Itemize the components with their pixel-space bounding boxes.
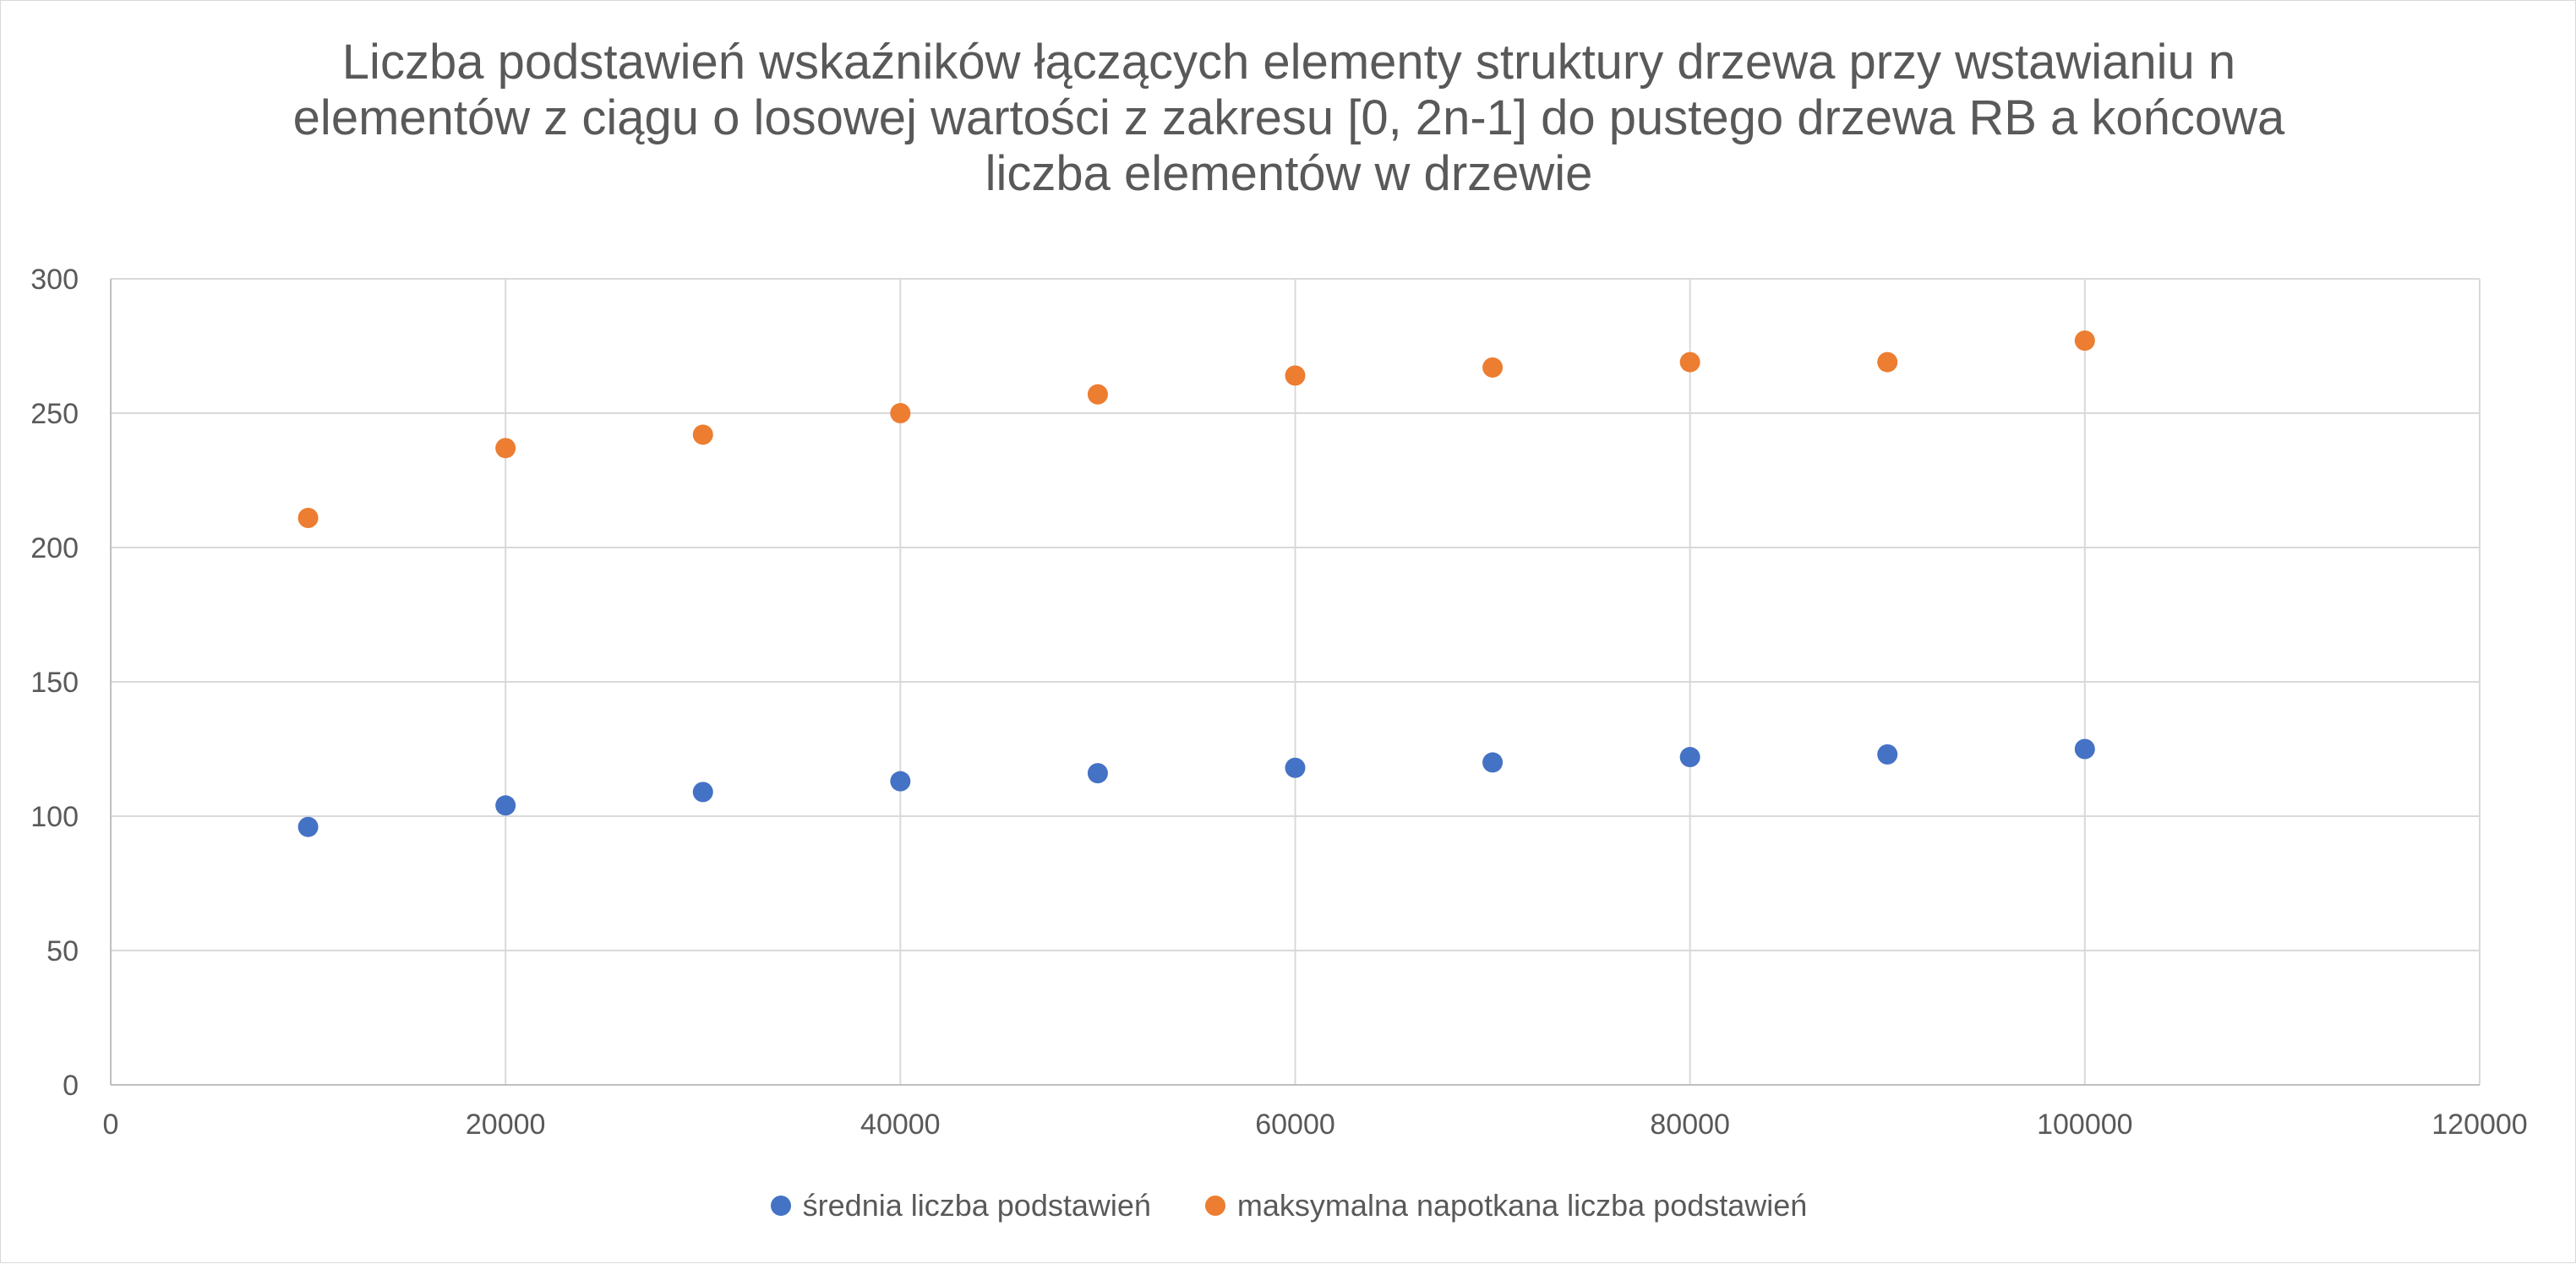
data-point-series-1: [495, 438, 516, 459]
x-tick-label: 20000: [466, 1109, 546, 1141]
data-point-series-0: [2074, 738, 2095, 760]
legend: średnia liczba podstawień maksymalna nap…: [1, 1188, 2576, 1223]
data-point-series-1: [1482, 357, 1504, 378]
legend-label: średnia liczba podstawień: [802, 1188, 1151, 1223]
x-tick-label: 60000: [1255, 1109, 1335, 1141]
data-point-series-0: [890, 771, 911, 792]
data-point-series-0: [1877, 744, 1898, 765]
data-point-series-0: [297, 816, 319, 837]
data-point-series-1: [1285, 365, 1306, 386]
y-tick-label: 100: [30, 801, 79, 833]
legend-label: maksymalna napotkana liczba podstawień: [1236, 1188, 1808, 1223]
data-point-series-0: [1285, 757, 1306, 778]
x-tick-label: 80000: [1650, 1109, 1730, 1141]
y-tick-label: 0: [63, 1070, 79, 1102]
y-tick-label: 300: [30, 264, 79, 296]
y-tick-label: 200: [30, 532, 79, 564]
data-point-series-0: [1679, 747, 1700, 768]
chart-title: Liczba podstawień wskaźników łączących e…: [292, 35, 2285, 201]
data-point-series-1: [2074, 330, 2095, 351]
x-tick-label: 120000: [2431, 1109, 2527, 1141]
legend-marker-circle-icon: [1204, 1196, 1225, 1216]
y-tick-label: 150: [30, 667, 79, 699]
legend-item-series-1: maksymalna napotkana liczba podstawień: [1204, 1188, 1808, 1223]
data-point-series-0: [495, 795, 516, 816]
x-tick-label: 100000: [2037, 1109, 2132, 1141]
data-point-series-1: [1679, 351, 1700, 373]
data-point-series-1: [1877, 351, 1898, 373]
y-tick-label: 250: [30, 398, 79, 430]
data-point-series-1: [692, 424, 713, 445]
data-point-series-0: [1482, 752, 1504, 773]
x-tick-label: 40000: [860, 1109, 941, 1141]
legend-marker-circle-icon: [770, 1196, 791, 1216]
data-point-series-0: [1087, 763, 1108, 784]
y-tick-label: 50: [46, 935, 79, 967]
legend-item-series-0: średnia liczba podstawień: [770, 1188, 1151, 1223]
data-point-series-0: [692, 782, 713, 803]
x-tick-label: 0: [103, 1109, 119, 1141]
data-point-series-1: [1087, 384, 1108, 405]
data-point-series-1: [890, 403, 911, 423]
data-point-series-1: [297, 508, 319, 529]
